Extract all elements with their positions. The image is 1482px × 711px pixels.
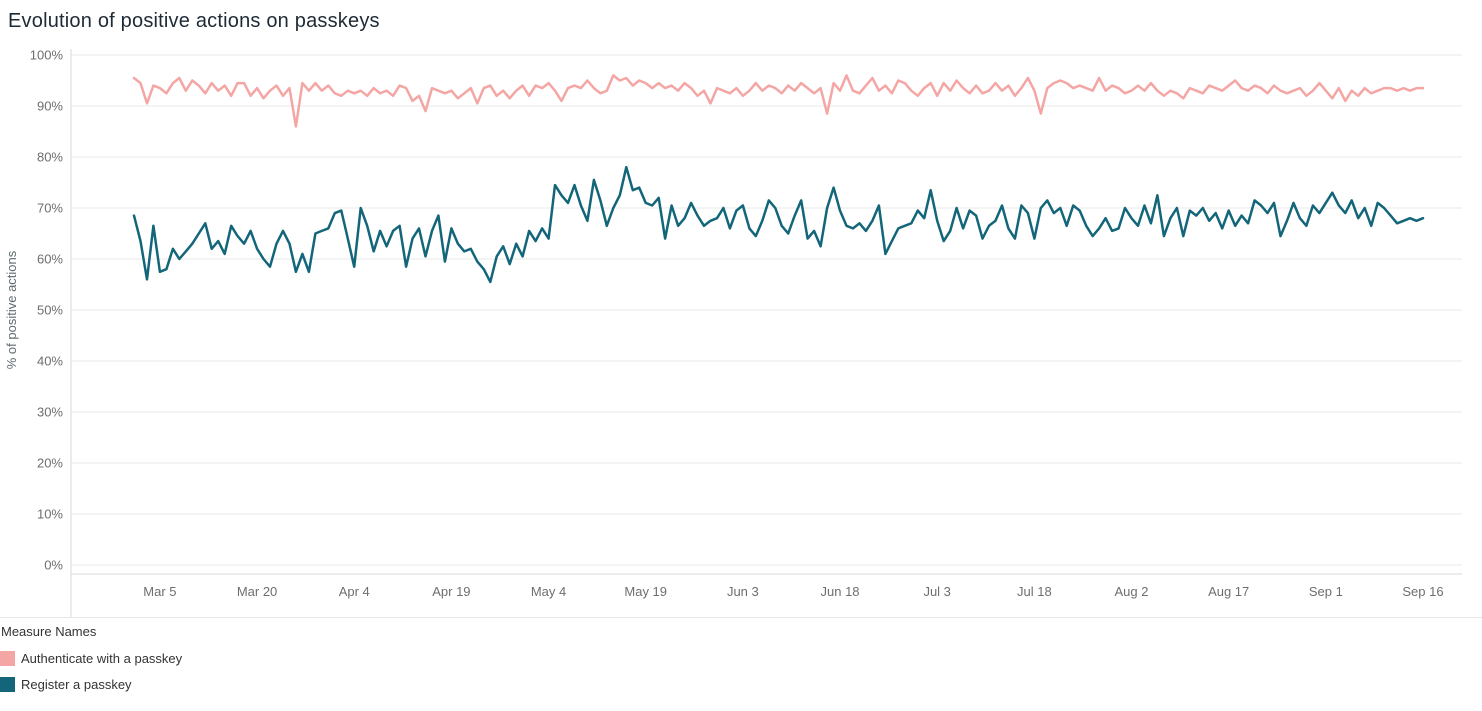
x-tick-label: Jun 18 — [821, 584, 860, 599]
chart-area: 0% 10% 20% 30% 40% 50% 60% 70% 80% 90% 100% Mar 5 Ma… — [0, 35, 1482, 620]
y-tick-label: 30% — [37, 405, 63, 420]
x-tick-label: Mar 20 — [237, 584, 277, 599]
y-tick-label: 90% — [37, 99, 63, 114]
y-tick-label: 0% — [44, 558, 63, 573]
legend-item[interactable]: Authenticate with a passkey — [0, 645, 1482, 671]
x-tick-label: Jul 18 — [1017, 584, 1052, 599]
legend-items: Authenticate with a passkey Register a pa… — [0, 645, 1482, 697]
x-tick-label: Sep 16 — [1402, 584, 1443, 599]
y-tick-label: 10% — [37, 507, 63, 522]
y-tick-label: 60% — [37, 252, 63, 267]
legend-swatch — [0, 650, 15, 666]
series-line-authenticate-with-a-passkey[interactable] — [132, 74, 1425, 128]
y-tick-label: 100% — [30, 48, 64, 63]
y-tick-label: 20% — [37, 456, 63, 471]
x-tick-label: May 4 — [531, 584, 566, 599]
y-tick-label: 40% — [37, 354, 63, 369]
legend-label: Authenticate with a passkey — [21, 650, 183, 666]
x-tick-label: May 19 — [624, 584, 667, 599]
legend-title: Measure Names — [1, 624, 97, 639]
y-tick-label: 50% — [37, 303, 63, 318]
y-tick-label: 70% — [37, 201, 63, 216]
series-line-register-a-passkey[interactable] — [132, 165, 1425, 284]
chart-title: Evolution of positive actions on passkey… — [8, 10, 380, 32]
x-tick-label: Apr 4 — [339, 584, 370, 599]
x-tick-label: Aug 2 — [1115, 584, 1149, 599]
y-tick-label: 80% — [37, 150, 63, 165]
chart-svg[interactable]: 0% 10% 20% 30% 40% 50% 60% 70% 80% 90% 100% Mar 5 Ma… — [0, 35, 1482, 620]
x-tick-label: Aug 17 — [1208, 584, 1249, 599]
x-tick-label: Jun 3 — [727, 584, 759, 599]
legend-item[interactable]: Register a passkey — [0, 671, 1482, 697]
x-tick-label: Mar 5 — [143, 584, 176, 599]
legend-label: Register a passkey — [21, 676, 132, 692]
x-tick-label: Sep 1 — [1309, 584, 1343, 599]
x-tick-label: Jul 3 — [923, 584, 950, 599]
legend-swatch — [0, 676, 15, 692]
x-tick-label: Apr 19 — [432, 584, 470, 599]
y-axis-title: % of positive actions — [4, 250, 19, 369]
legend: Measure Names Authenticate with a passke… — [0, 620, 1482, 697]
